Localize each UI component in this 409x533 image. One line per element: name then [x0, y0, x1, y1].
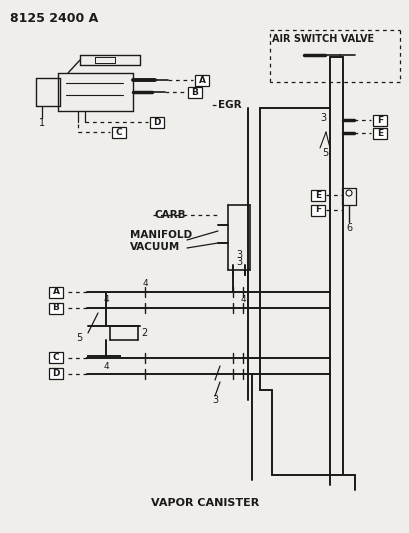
Text: 2: 2 — [141, 328, 147, 338]
FancyBboxPatch shape — [195, 75, 209, 85]
Text: 4: 4 — [240, 295, 245, 303]
FancyBboxPatch shape — [372, 115, 386, 125]
Text: A: A — [198, 76, 205, 85]
Text: 5: 5 — [76, 333, 82, 343]
Text: AIR SWITCH VALVE: AIR SWITCH VALVE — [271, 34, 373, 44]
Text: 6: 6 — [345, 223, 351, 233]
Text: 3: 3 — [319, 113, 325, 123]
Text: D: D — [52, 369, 60, 378]
Text: A: A — [52, 287, 59, 296]
Text: F: F — [314, 206, 320, 214]
FancyBboxPatch shape — [310, 205, 324, 215]
FancyBboxPatch shape — [49, 352, 63, 364]
Text: VAPOR CANISTER: VAPOR CANISTER — [151, 498, 258, 508]
Text: 3: 3 — [235, 257, 241, 267]
Text: B: B — [191, 87, 198, 96]
FancyBboxPatch shape — [150, 117, 164, 127]
Text: D: D — [153, 117, 160, 126]
Text: EGR: EGR — [218, 100, 241, 110]
FancyBboxPatch shape — [188, 86, 202, 98]
Text: E: E — [376, 128, 382, 138]
Text: MANIFOLD: MANIFOLD — [130, 230, 192, 240]
Text: 4: 4 — [142, 279, 148, 287]
Text: CARB: CARB — [155, 210, 186, 220]
Circle shape — [345, 190, 351, 196]
Text: 3: 3 — [211, 395, 218, 405]
Text: 3: 3 — [235, 250, 241, 260]
Text: B: B — [52, 303, 59, 312]
Text: VACUUM: VACUUM — [130, 242, 180, 252]
Text: 8125 2400 A: 8125 2400 A — [10, 12, 98, 25]
Text: C: C — [53, 353, 59, 362]
FancyBboxPatch shape — [112, 126, 126, 138]
Text: 1: 1 — [39, 118, 45, 128]
Text: C: C — [115, 127, 122, 136]
Text: 4: 4 — [103, 362, 108, 372]
Text: E: E — [314, 190, 320, 199]
FancyBboxPatch shape — [310, 190, 324, 200]
Text: 5: 5 — [321, 148, 327, 158]
FancyBboxPatch shape — [49, 287, 63, 297]
FancyBboxPatch shape — [49, 303, 63, 313]
Text: F: F — [376, 116, 382, 125]
FancyBboxPatch shape — [49, 368, 63, 379]
FancyBboxPatch shape — [372, 127, 386, 139]
Text: 4: 4 — [103, 295, 108, 303]
